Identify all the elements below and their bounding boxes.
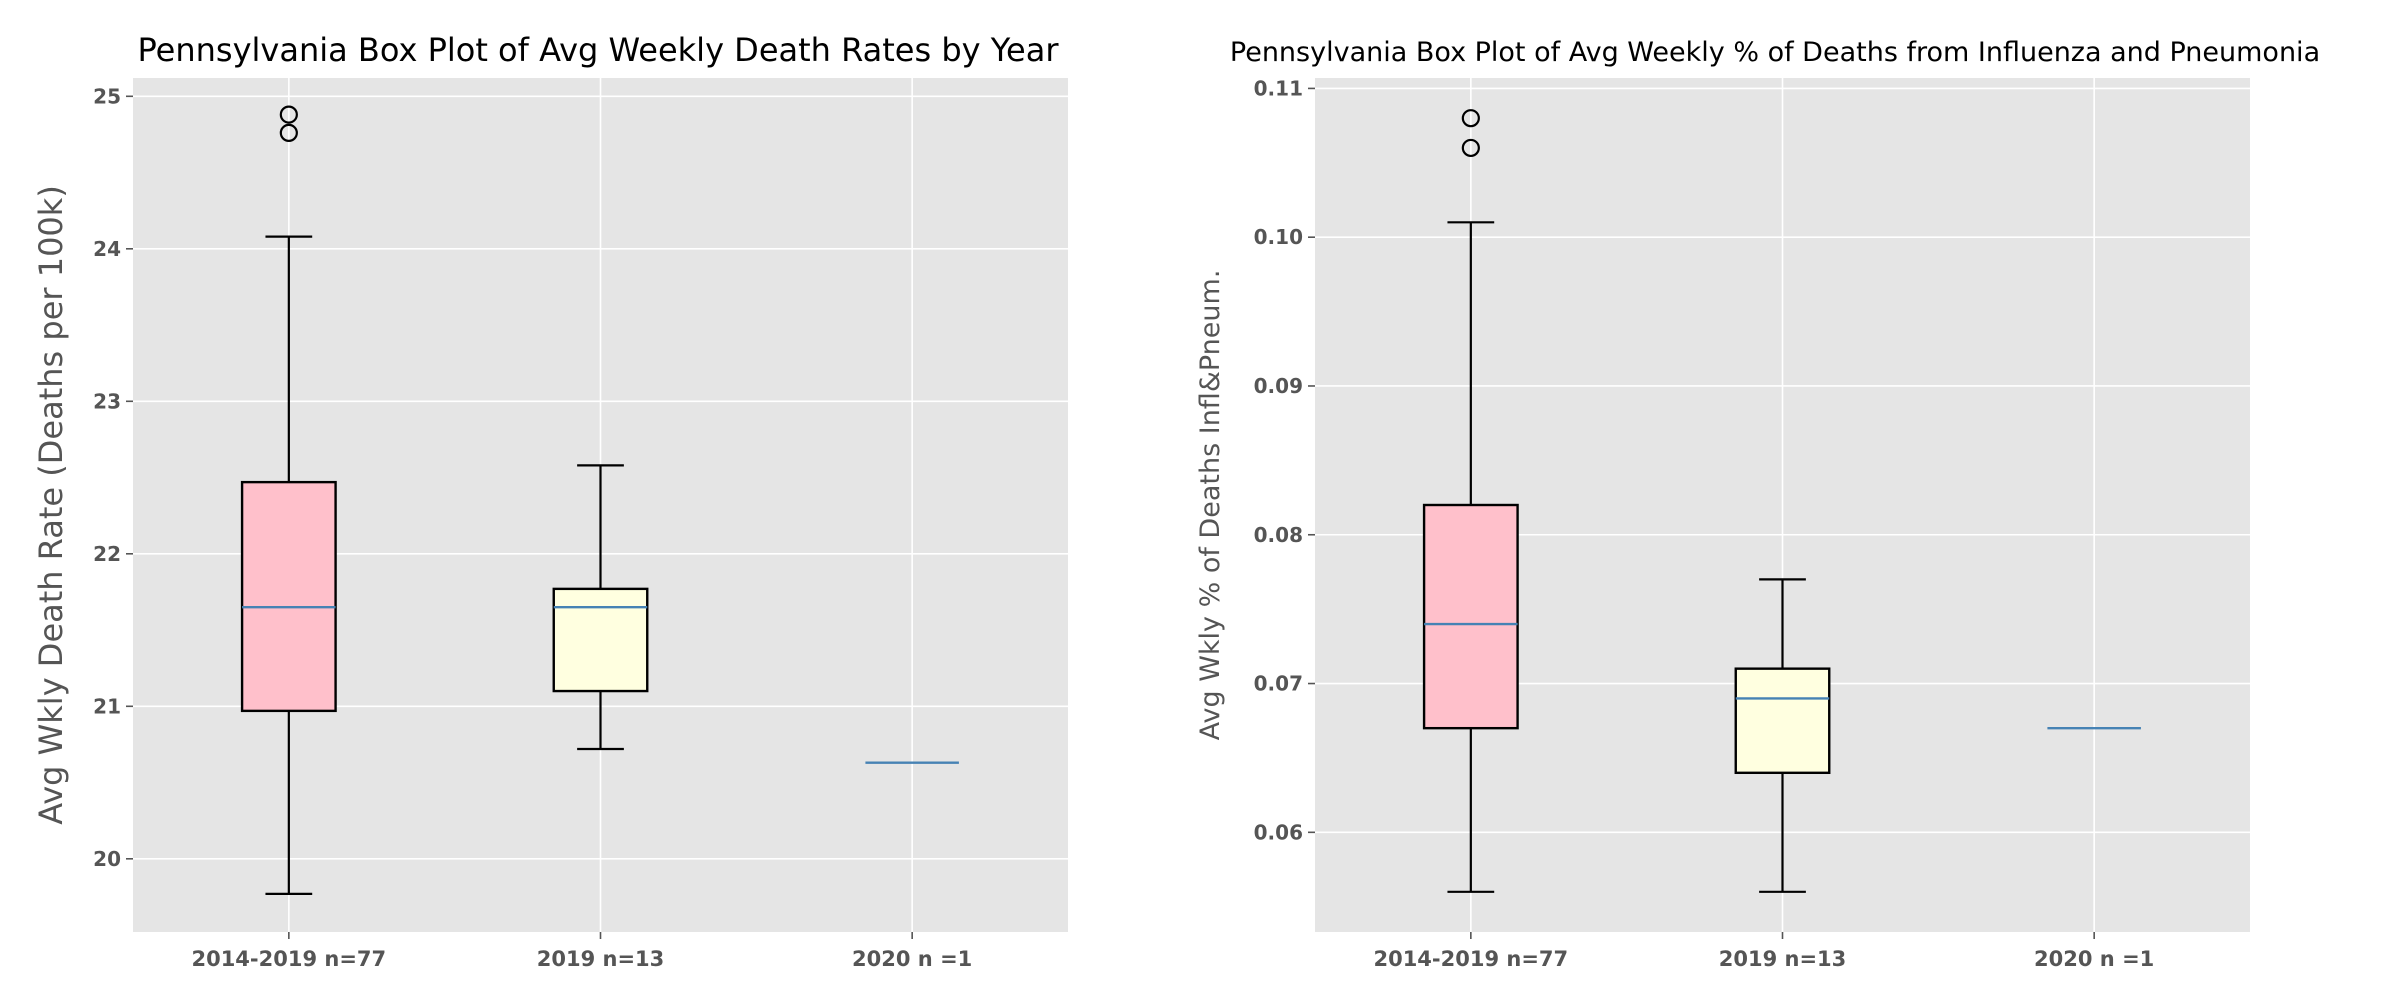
y-tick-label: 0.10: [1254, 225, 1303, 249]
chart-title: Pennsylvania Box Plot of Avg Weekly % of…: [1230, 37, 2320, 68]
plot-area: 20 21 22 23 24 25 2014-2019 n=77 2019 n=13 2020 …: [93, 78, 1068, 971]
y-tick-label: 0.11: [1254, 76, 1303, 100]
y-axis-label: Avg Wkly Death Rate (Deaths per 100k): [32, 185, 70, 825]
death-rate-box-plot: 20 21 22 23 24 25 2014-2019 n=77 2019 n=13 2020 …: [32, 31, 1068, 971]
box-body: [1734, 667, 1831, 775]
y-tick-label: 0.06: [1254, 820, 1303, 844]
box-body: [552, 587, 649, 693]
x-tick-label: 2020 n =1: [2034, 947, 2154, 971]
box-1: [552, 464, 649, 751]
influenza-pneumonia-box-plot: 0.06 0.07 0.08 0.09 0.10 0.11 2014-2019 n=77 20…: [1195, 37, 2320, 971]
x-tick-label: 2019 n=13: [537, 947, 665, 971]
y-tick-label: 21: [93, 694, 121, 718]
outlier-point: [1461, 109, 1480, 128]
box-body: [240, 480, 337, 713]
outlier-point: [279, 105, 298, 124]
box-1: [1734, 578, 1831, 893]
y-tick-label: 22: [93, 542, 121, 566]
chart-title: Pennsylvania Box Plot of Avg Weekly Deat…: [138, 31, 1060, 69]
plot-area: 0.06 0.07 0.08 0.09 0.10 0.11 2014-2019 n=77 20…: [1254, 76, 2250, 971]
box-0: [1422, 109, 1519, 893]
y-tick-label: 0.09: [1254, 374, 1303, 398]
y-axis-label: Avg Wkly % of Deaths Infl&Pneum.: [1195, 270, 1226, 741]
x-tick-label: 2020 n =1: [852, 947, 972, 971]
x-tick-label: 2014-2019 n=77: [1373, 947, 1568, 971]
y-tick-label: 0.07: [1254, 672, 1303, 696]
outlier-point: [1461, 138, 1480, 158]
y-tick-label: 24: [93, 237, 121, 261]
y-tick-label: 0.08: [1254, 523, 1303, 547]
y-tick-label: 25: [93, 84, 121, 108]
x-tick-label: 2014-2019 n=77: [191, 947, 386, 971]
outlier-point: [279, 123, 298, 142]
x-tick-label: 2019 n=13: [1719, 947, 1847, 971]
box-body: [1422, 503, 1519, 730]
box-0: [240, 105, 337, 895]
y-tick-label: 23: [93, 389, 121, 413]
y-tick-label: 20: [93, 847, 121, 871]
